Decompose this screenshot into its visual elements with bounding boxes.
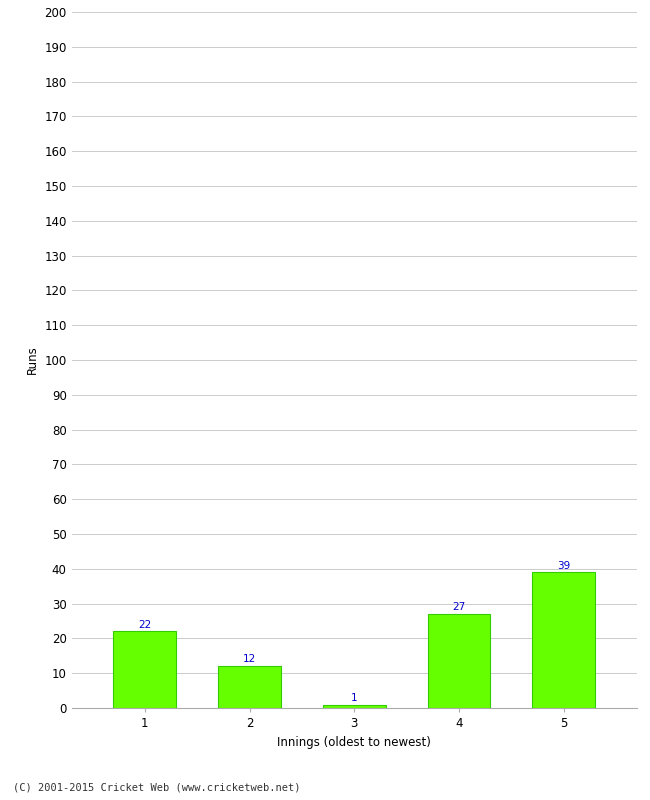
Text: (C) 2001-2015 Cricket Web (www.cricketweb.net): (C) 2001-2015 Cricket Web (www.cricketwe…	[13, 782, 300, 792]
Text: 1: 1	[351, 693, 358, 702]
Bar	[218, 666, 281, 708]
X-axis label: Innings (oldest to newest): Innings (oldest to newest)	[278, 735, 431, 749]
Bar	[113, 631, 176, 708]
Text: 27: 27	[452, 602, 465, 612]
Text: 22: 22	[138, 620, 151, 630]
Y-axis label: Runs: Runs	[26, 346, 39, 374]
Text: 39: 39	[557, 561, 570, 570]
Bar	[532, 572, 595, 708]
Text: 12: 12	[243, 654, 256, 665]
Bar	[428, 614, 490, 708]
Bar	[323, 705, 385, 708]
